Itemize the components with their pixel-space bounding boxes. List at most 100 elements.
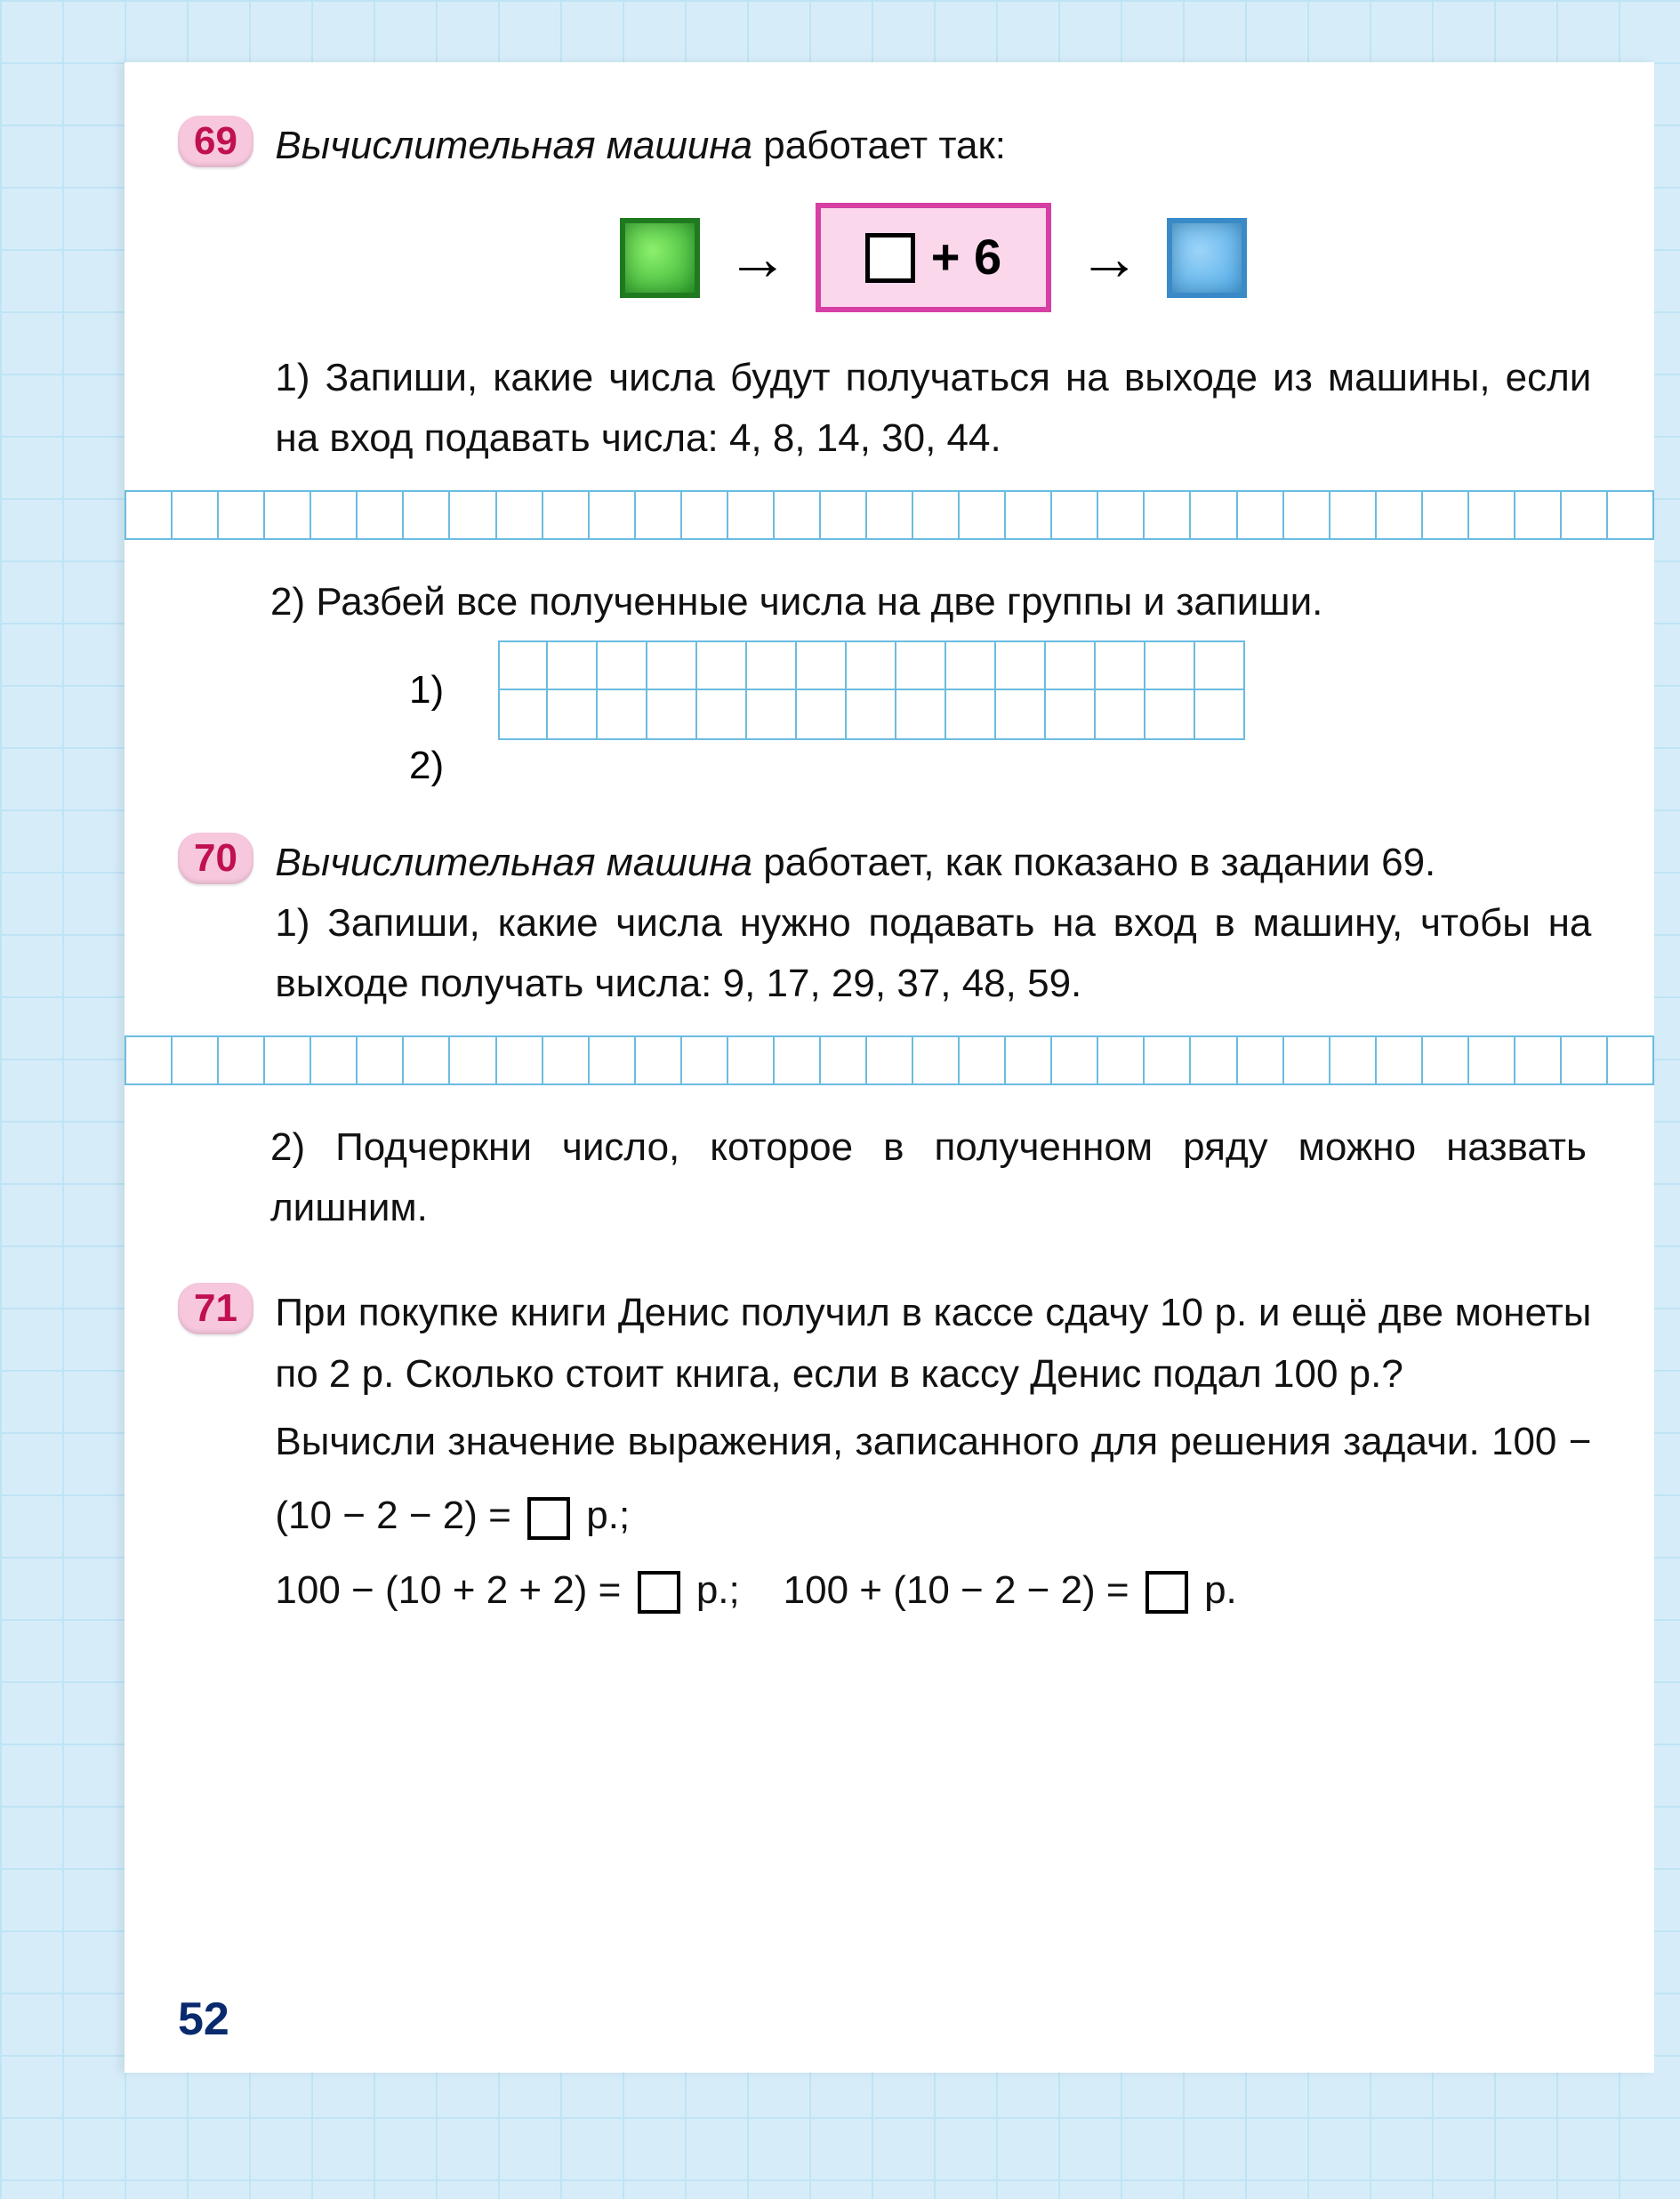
grid-cell[interactable] (497, 490, 543, 540)
grid-cell[interactable] (1377, 1035, 1423, 1085)
grid-cell[interactable] (1238, 1035, 1284, 1085)
grid-cell[interactable] (636, 490, 682, 540)
grid-cell[interactable] (219, 490, 265, 540)
grid-cell[interactable] (960, 490, 1006, 540)
grid-cell[interactable] (647, 690, 697, 740)
answer-box[interactable] (527, 1497, 570, 1540)
grid-cell[interactable] (775, 490, 821, 540)
grid-cell[interactable] (173, 1035, 219, 1085)
grid-cell[interactable] (636, 1035, 682, 1085)
grid-cell[interactable] (1191, 1035, 1237, 1085)
grid-cell[interactable] (497, 1035, 543, 1085)
grid-cell[interactable] (1423, 1035, 1469, 1085)
grid-cell[interactable] (647, 640, 697, 690)
answer-grid-row[interactable] (125, 490, 1654, 540)
grid-cell[interactable] (821, 490, 867, 540)
grid-cell[interactable] (996, 690, 1046, 740)
grid-cell[interactable] (125, 1035, 173, 1085)
grid-cell[interactable] (404, 490, 450, 540)
answer-box[interactable] (1145, 1571, 1188, 1614)
grid-cell[interactable] (1046, 640, 1096, 690)
grid-cell[interactable] (358, 490, 404, 540)
grid-cell[interactable] (1608, 1035, 1654, 1085)
grid-cell[interactable] (1052, 1035, 1098, 1085)
grid-cell[interactable] (125, 490, 173, 540)
grid-cell[interactable] (697, 690, 747, 740)
grid-cell[interactable] (913, 490, 960, 540)
grid-cell[interactable] (1145, 640, 1195, 690)
grid-cell[interactable] (1191, 490, 1237, 540)
grid-cell[interactable] (219, 1035, 265, 1085)
grid-cell[interactable] (1515, 490, 1562, 540)
grid-cell[interactable] (682, 490, 728, 540)
grid-cell[interactable] (1377, 490, 1423, 540)
grid-cell[interactable] (598, 640, 647, 690)
answer-box[interactable] (638, 1571, 680, 1614)
grid-cell[interactable] (498, 690, 548, 740)
grid-cell[interactable] (946, 690, 996, 740)
grid-cell[interactable] (728, 1035, 775, 1085)
grid-cell[interactable] (1469, 1035, 1515, 1085)
grid-cell[interactable] (697, 640, 747, 690)
grid-cell[interactable] (311, 490, 358, 540)
grid-cell[interactable] (867, 1035, 913, 1085)
grid-cell[interactable] (682, 1035, 728, 1085)
grid-cell[interactable] (946, 640, 996, 690)
grid-cell[interactable] (1330, 1035, 1377, 1085)
grid-cell[interactable] (450, 1035, 496, 1085)
grid-cell[interactable] (1195, 690, 1245, 740)
grid-cell[interactable] (747, 640, 797, 690)
grid-cell[interactable] (1562, 1035, 1608, 1085)
grid-cell[interactable] (358, 1035, 404, 1085)
grid-cell[interactable] (1098, 490, 1145, 540)
grid-cell[interactable] (960, 1035, 1006, 1085)
grid-cell[interactable] (1145, 490, 1191, 540)
grid-cell[interactable] (797, 690, 847, 740)
grid-cell[interactable] (1096, 640, 1145, 690)
grid-cell[interactable] (1469, 490, 1515, 540)
grid-cell[interactable] (996, 640, 1046, 690)
grid-cell[interactable] (548, 640, 598, 690)
grid-cell[interactable] (747, 690, 797, 740)
grid-cell[interactable] (1046, 690, 1096, 740)
grid-cell[interactable] (1006, 1035, 1052, 1085)
answer-sub-grid[interactable] (498, 640, 1245, 740)
grid-cell[interactable] (404, 1035, 450, 1085)
grid-cell[interactable] (173, 490, 219, 540)
grid-cell[interactable] (821, 1035, 867, 1085)
grid-cell[interactable] (1238, 490, 1284, 540)
grid-cell[interactable] (590, 1035, 636, 1085)
grid-cell[interactable] (311, 1035, 358, 1085)
grid-cell[interactable] (543, 1035, 590, 1085)
grid-cell[interactable] (265, 1035, 311, 1085)
grid-cell[interactable] (590, 490, 636, 540)
grid-cell[interactable] (728, 490, 775, 540)
grid-cell[interactable] (548, 690, 598, 740)
grid-cell[interactable] (265, 490, 311, 540)
grid-cell[interactable] (1284, 1035, 1330, 1085)
grid-cell[interactable] (867, 490, 913, 540)
grid-cell[interactable] (847, 690, 896, 740)
grid-cell[interactable] (1098, 1035, 1145, 1085)
grid-cell[interactable] (896, 640, 946, 690)
grid-cell[interactable] (1284, 490, 1330, 540)
grid-cell[interactable] (1096, 690, 1145, 740)
grid-cell[interactable] (1145, 690, 1195, 740)
grid-cell[interactable] (1006, 490, 1052, 540)
grid-cell[interactable] (1515, 1035, 1562, 1085)
grid-cell[interactable] (775, 1035, 821, 1085)
grid-cell[interactable] (1195, 640, 1245, 690)
grid-cell[interactable] (797, 640, 847, 690)
grid-cell[interactable] (1330, 490, 1377, 540)
grid-cell[interactable] (913, 1035, 960, 1085)
grid-cell[interactable] (896, 690, 946, 740)
grid-cell[interactable] (1562, 490, 1608, 540)
grid-cell[interactable] (598, 690, 647, 740)
answer-grid-row[interactable] (125, 1035, 1654, 1085)
grid-cell[interactable] (450, 490, 496, 540)
grid-cell[interactable] (1423, 490, 1469, 540)
grid-cell[interactable] (498, 640, 548, 690)
grid-cell[interactable] (1608, 490, 1654, 540)
grid-cell[interactable] (1052, 490, 1098, 540)
grid-cell[interactable] (543, 490, 590, 540)
